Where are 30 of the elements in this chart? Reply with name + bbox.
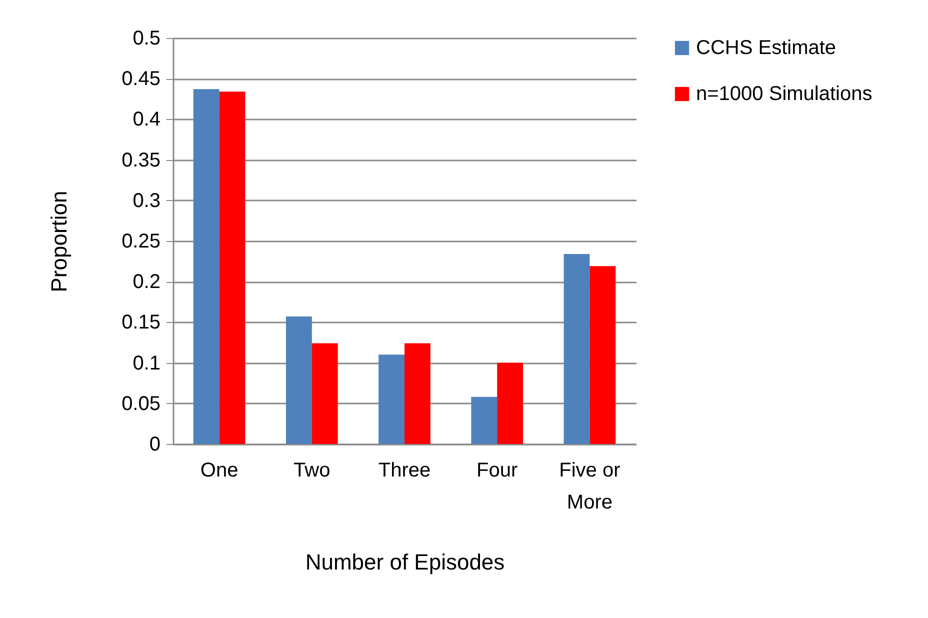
y-axis-title: Proportion	[46, 190, 72, 292]
bar	[312, 343, 338, 444]
bar	[404, 343, 430, 444]
y-tick-label: 0.25	[122, 230, 160, 252]
bar	[219, 92, 246, 444]
x-tick-label: One	[200, 460, 238, 482]
y-tick-label: 0	[149, 434, 160, 456]
legend-label: CCHS Estimate	[696, 37, 836, 59]
x-tick-label: Five or More	[559, 460, 621, 514]
x-tick-label: Two	[294, 460, 330, 482]
x-tick-label: Four	[476, 460, 518, 482]
bar	[193, 89, 220, 444]
x-axis-title: Number of Episodes	[305, 550, 505, 574]
bar	[590, 266, 616, 444]
y-tick-label: 0.15	[122, 312, 160, 334]
y-tick-label: 0.3	[132, 190, 160, 212]
y-tick-label: 0.45	[122, 68, 160, 90]
y-tick-label: 0.5	[132, 28, 160, 50]
bar	[286, 316, 312, 444]
x-tick-label: Three	[378, 460, 431, 482]
bar	[471, 396, 498, 444]
y-tick-label: 0.1	[132, 352, 160, 374]
bar	[497, 362, 524, 444]
y-tick-label: 0.2	[132, 271, 160, 294]
y-tick-label: 0.4	[132, 108, 160, 131]
bar	[564, 254, 590, 444]
bar	[378, 354, 404, 444]
y-tick-label: 0.35	[122, 149, 160, 172]
y-tick-label: 0.05	[122, 392, 160, 415]
legend-label: n=1000 Simulations	[696, 83, 872, 105]
